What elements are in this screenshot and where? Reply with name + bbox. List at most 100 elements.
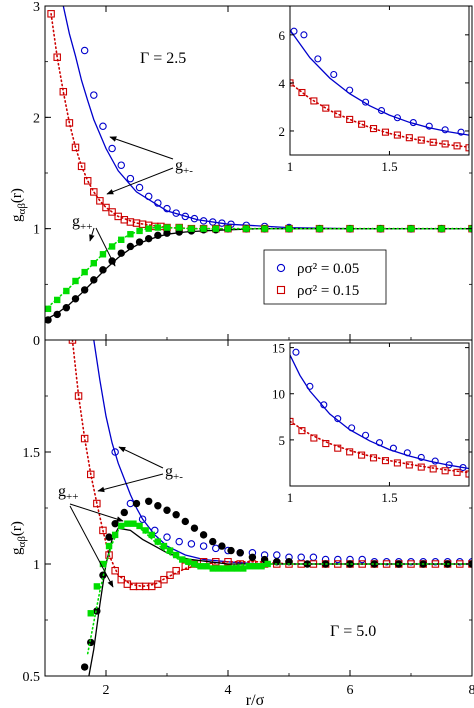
series-line-6 (45, 226, 472, 311)
data-point-square (465, 470, 469, 478)
legend-label-0: ρσ² = 0.05 (297, 261, 359, 277)
data-point-filled-square (212, 225, 219, 232)
legend: ρσ² = 0.05 ρσ² = 0.15 (263, 249, 387, 305)
data-point-square (59, 87, 68, 96)
data-point-circle (80, 46, 89, 55)
y-tick-label: 2 (279, 124, 286, 139)
data-point-square (224, 558, 232, 566)
data-point-square (108, 208, 116, 216)
data-point-circle (348, 424, 356, 432)
data-point-filled-circle (163, 229, 171, 237)
data-point-circle (154, 199, 162, 207)
arrow-gpp-top-1 (89, 227, 95, 242)
data-point-circle (199, 217, 208, 225)
y-tick-label: 1.5 (23, 446, 41, 461)
data-point-filled-circle (111, 519, 119, 528)
data-point-filled-circle (209, 537, 217, 546)
x-tick-label: 8 (469, 683, 474, 698)
data-point-square (405, 461, 413, 469)
data-point-circle (292, 348, 300, 356)
ticks: 1 1.5 2 4 6 (279, 6, 469, 174)
series-line-2 (290, 420, 469, 474)
data-point-circle (300, 31, 308, 39)
data-point-circle (135, 183, 144, 192)
data-point-filled-square (154, 538, 162, 545)
x-tick-label: 2 (103, 683, 110, 698)
data-point-square (111, 566, 119, 575)
data-point-circle (346, 86, 354, 94)
arrow-gpp-top-2 (95, 227, 116, 267)
data-point-filled-square (166, 547, 174, 554)
data-point-square (322, 104, 330, 112)
arrow-gpp-bottom-1 (69, 503, 124, 522)
bottom-inset-panel: 1 1.5 5 10 15 (272, 341, 470, 505)
inset-background (290, 6, 469, 155)
data-point-square (71, 143, 80, 152)
data-point-filled-circle (105, 533, 113, 541)
data-point-circle (187, 540, 196, 548)
data-point-filled-circle (145, 234, 153, 243)
data-point-filled-circle (346, 560, 354, 568)
data-point-square (441, 467, 449, 475)
data-point-filled-square (209, 565, 216, 572)
data-point-square (68, 340, 77, 344)
plot-area (290, 27, 469, 152)
data-point-circle (441, 126, 449, 134)
data-point-filled-circle (71, 295, 80, 303)
data-point-filled-square (87, 610, 94, 617)
data-point-square (358, 451, 366, 459)
data-point-filled-circle (248, 553, 257, 561)
gamma-label-bottom: Γ = 5.0 (330, 623, 376, 640)
data-point-filled-square (130, 520, 137, 527)
bottom-panel: 2 4 6 8 0.5 1 1.5 (23, 339, 474, 698)
data-point-square (393, 459, 401, 467)
data-point-square (453, 468, 461, 476)
data-point-filled-square (136, 522, 143, 530)
x-tick-label: 1 (287, 490, 294, 505)
legend-marker-circle (276, 263, 286, 273)
data-point-filled-square (108, 243, 116, 250)
data-point-filled-circle (62, 304, 71, 312)
data-point-filled-circle (117, 249, 125, 257)
data-point-circle (126, 499, 135, 508)
data-point-square (346, 115, 354, 123)
data-point-filled-square (285, 225, 293, 232)
data-point-filled-square (54, 296, 61, 304)
data-point-square (154, 580, 162, 588)
axes-frame (289, 342, 470, 487)
data-point-filled-square (127, 231, 134, 238)
data-point-circle (163, 533, 171, 541)
data-point-square (65, 119, 74, 127)
data-point-circle (218, 219, 226, 227)
data-point-filled-square (243, 225, 250, 232)
data-point-filled-circle (120, 508, 128, 517)
data-point-circle (181, 212, 190, 221)
plot-area (290, 348, 469, 478)
data-point-filled-square (90, 259, 97, 267)
data-point-square (346, 448, 354, 456)
data-point-circle (431, 457, 439, 465)
label-gpp-top: g++ (72, 213, 92, 233)
data-point-square (381, 128, 390, 136)
data-point-filled-square (63, 287, 70, 295)
y-tick-label: 4 (279, 76, 286, 91)
y-tick-label: 10 (272, 387, 285, 402)
data-point-filled-square (99, 560, 107, 568)
data-point-filled-circle (163, 506, 171, 514)
data-point-circle (330, 70, 338, 79)
data-point-filled-square (252, 563, 259, 570)
data-point-circle (108, 144, 116, 153)
data-point-filled-square (191, 560, 198, 568)
data-point-circle (334, 555, 342, 564)
data-point-square (83, 177, 92, 185)
data-point-filled-circle (132, 499, 141, 508)
xlabel: r/σ (246, 692, 265, 708)
series-line-4 (88, 527, 472, 676)
arrow-annotations-bottom: g+- g++ (58, 446, 183, 588)
data-point-filled-circle (370, 560, 379, 568)
data-point-filled-square (124, 520, 131, 527)
data-point-filled-square (200, 225, 207, 232)
data-point-square (117, 575, 126, 584)
data-point-filled-square (142, 527, 149, 534)
data-point-square (465, 144, 469, 152)
